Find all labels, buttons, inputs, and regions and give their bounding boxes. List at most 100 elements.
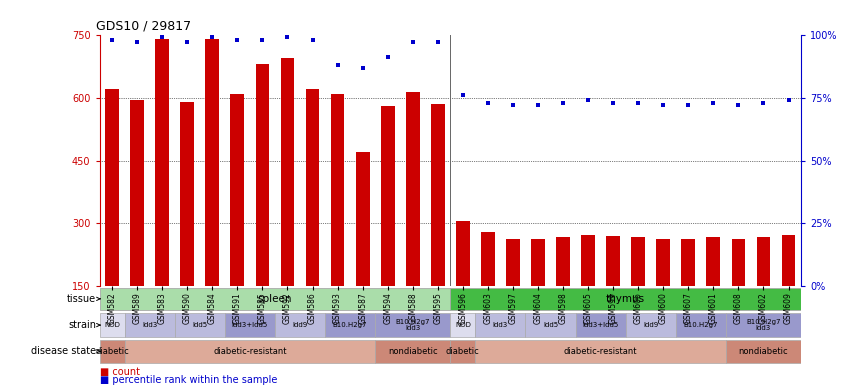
Bar	[180, 102, 194, 286]
Text: Idd3+Idd5: Idd3+Idd5	[232, 322, 268, 328]
Bar	[726, 340, 801, 363]
Bar	[431, 104, 444, 286]
Text: spleen: spleen	[258, 294, 292, 304]
Bar	[325, 313, 375, 337]
Point	[230, 37, 244, 43]
Text: thymus: thymus	[606, 294, 645, 304]
Point	[431, 39, 445, 45]
Bar	[682, 239, 695, 286]
Point	[356, 64, 370, 70]
Text: diabetic-resistant: diabetic-resistant	[564, 347, 637, 356]
Text: Idd5: Idd5	[192, 322, 207, 328]
Point	[155, 34, 169, 40]
Point	[606, 99, 620, 106]
Text: GDS10 / 29817: GDS10 / 29817	[96, 19, 191, 32]
Bar	[125, 340, 375, 363]
Point	[682, 102, 695, 108]
Bar	[100, 288, 450, 310]
Bar	[100, 313, 125, 337]
Text: disease state: disease state	[31, 346, 96, 356]
Bar	[450, 340, 475, 363]
Bar	[531, 239, 545, 286]
Bar	[732, 239, 746, 286]
Bar	[281, 58, 294, 286]
Bar	[406, 92, 420, 286]
Point	[406, 39, 420, 45]
Point	[581, 97, 595, 103]
Bar	[306, 89, 320, 286]
Bar	[375, 313, 450, 337]
Point	[707, 99, 721, 106]
Bar	[475, 340, 726, 363]
Bar	[456, 221, 469, 286]
Bar	[125, 313, 175, 337]
Point	[456, 92, 469, 98]
Text: Idd3+Idd5: Idd3+Idd5	[583, 322, 619, 328]
Bar	[625, 313, 675, 337]
Text: B10.H2g7
Idd3: B10.H2g7 Idd3	[746, 319, 781, 331]
Bar	[506, 240, 520, 286]
Bar	[757, 237, 771, 286]
Point	[631, 99, 645, 106]
Point	[331, 62, 345, 68]
Point	[481, 99, 494, 106]
Bar	[526, 313, 576, 337]
Bar	[225, 313, 275, 337]
Text: tissue: tissue	[67, 294, 96, 304]
Bar	[581, 235, 595, 286]
Bar	[155, 39, 169, 286]
Bar	[100, 340, 125, 363]
Text: strain: strain	[68, 320, 96, 330]
Text: ■ percentile rank within the sample: ■ percentile rank within the sample	[100, 375, 277, 385]
Text: Idd3: Idd3	[493, 322, 508, 328]
Bar	[331, 94, 345, 286]
Text: B10.H2g7: B10.H2g7	[683, 322, 718, 328]
Bar	[106, 89, 119, 286]
Bar	[356, 152, 370, 286]
Point	[255, 37, 269, 43]
Point	[281, 34, 294, 40]
Bar	[450, 313, 475, 337]
Point	[105, 37, 119, 43]
Text: B10.H2g7
Idd3: B10.H2g7 Idd3	[396, 319, 430, 331]
Text: NOD: NOD	[455, 322, 471, 328]
Point	[381, 54, 395, 60]
Bar	[481, 232, 494, 286]
Text: B10.H2g7: B10.H2g7	[333, 322, 367, 328]
Text: diabetic: diabetic	[446, 347, 480, 356]
Point	[130, 39, 144, 45]
Bar	[656, 239, 670, 286]
Text: nondiabetic: nondiabetic	[739, 347, 788, 356]
Bar	[450, 288, 801, 310]
Point	[531, 102, 545, 108]
Bar	[175, 313, 225, 337]
Bar	[230, 94, 244, 286]
Text: ■ count: ■ count	[100, 367, 139, 377]
Bar	[606, 236, 620, 286]
Point	[306, 37, 320, 43]
Bar	[782, 235, 795, 286]
Point	[656, 102, 670, 108]
Text: NOD: NOD	[104, 322, 120, 328]
Bar	[576, 313, 625, 337]
Point	[757, 99, 771, 106]
Text: diabetic-resistant: diabetic-resistant	[213, 347, 287, 356]
Point	[180, 39, 194, 45]
Bar	[130, 100, 144, 286]
Text: Idd3: Idd3	[142, 322, 158, 328]
Bar	[675, 313, 726, 337]
Bar	[475, 313, 526, 337]
Text: Idd9: Idd9	[293, 322, 307, 328]
Bar	[255, 64, 269, 286]
Text: nondiabetic: nondiabetic	[388, 347, 437, 356]
Point	[556, 99, 570, 106]
Point	[782, 97, 796, 103]
Bar	[726, 313, 801, 337]
Bar	[556, 237, 570, 286]
Point	[732, 102, 746, 108]
Text: diabetic: diabetic	[95, 347, 129, 356]
Bar	[631, 237, 645, 286]
Bar	[205, 39, 219, 286]
Bar	[707, 237, 721, 286]
Bar	[381, 106, 395, 286]
